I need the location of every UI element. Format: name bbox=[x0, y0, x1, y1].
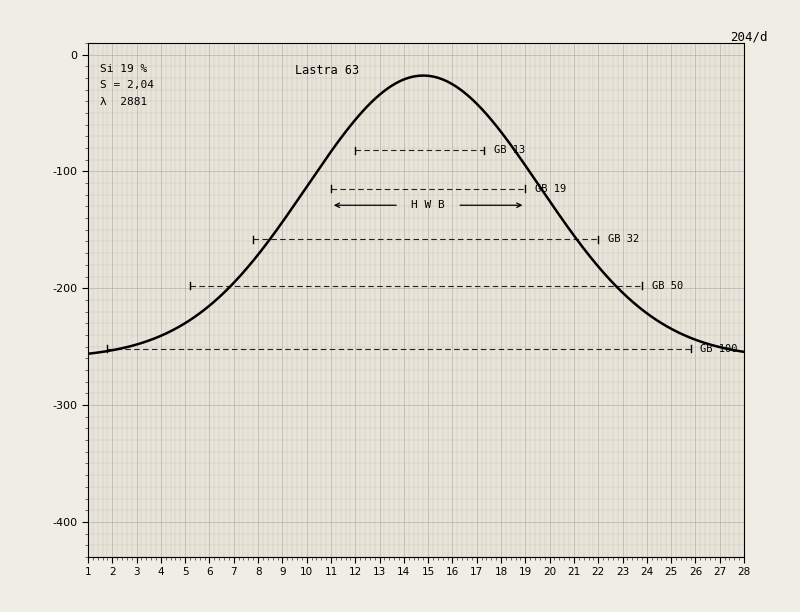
Text: GB 100: GB 100 bbox=[700, 344, 738, 354]
Text: S = 2,04: S = 2,04 bbox=[100, 80, 154, 90]
Text: 204/d: 204/d bbox=[730, 31, 768, 43]
Text: GB 32: GB 32 bbox=[608, 234, 639, 244]
Text: H W B: H W B bbox=[411, 200, 445, 211]
Text: GB 19: GB 19 bbox=[535, 184, 566, 194]
Text: Lastra 63: Lastra 63 bbox=[294, 64, 358, 77]
Text: GB 50: GB 50 bbox=[652, 281, 683, 291]
Text: λ  2881: λ 2881 bbox=[100, 97, 147, 106]
Text: GB 13: GB 13 bbox=[494, 145, 525, 155]
Text: Si 19 %: Si 19 % bbox=[100, 64, 147, 74]
